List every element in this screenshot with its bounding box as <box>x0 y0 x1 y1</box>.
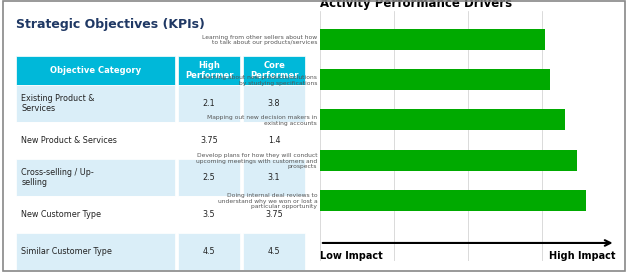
Bar <box>243 122 305 159</box>
Bar <box>178 233 240 270</box>
Bar <box>243 196 305 233</box>
Bar <box>16 196 175 233</box>
Bar <box>16 85 175 122</box>
Text: Strategic Objectives (KPIs): Strategic Objectives (KPIs) <box>16 18 204 31</box>
Text: New Product & Services: New Product & Services <box>21 136 117 145</box>
Text: 1.4: 1.4 <box>268 136 280 145</box>
Bar <box>16 233 175 270</box>
Text: 2.5: 2.5 <box>203 173 215 182</box>
Text: High
Performer: High Performer <box>185 61 234 80</box>
Bar <box>320 150 577 171</box>
Bar <box>320 109 565 130</box>
Text: 4.5: 4.5 <box>268 247 281 256</box>
Text: 3.8: 3.8 <box>268 99 280 108</box>
Bar <box>243 159 305 196</box>
Bar <box>178 122 240 159</box>
Text: 3.75: 3.75 <box>200 136 218 145</box>
Bar <box>320 190 586 211</box>
Text: High Impact: High Impact <box>549 251 615 261</box>
Bar <box>178 196 240 233</box>
Text: 3.1: 3.1 <box>268 173 280 182</box>
Bar <box>320 29 544 50</box>
Text: Cross-selling / Up-
selling: Cross-selling / Up- selling <box>21 168 94 187</box>
Bar <box>320 69 550 90</box>
Bar <box>178 85 240 122</box>
Bar <box>243 56 305 85</box>
Text: Activity Performance Drivers: Activity Performance Drivers <box>320 0 512 10</box>
Bar <box>16 122 175 159</box>
Bar <box>16 56 175 85</box>
Text: Existing Product &
Services: Existing Product & Services <box>21 94 95 113</box>
Bar <box>16 159 175 196</box>
Bar <box>178 56 240 85</box>
Text: Low Impact: Low Impact <box>320 251 382 261</box>
Text: 4.5: 4.5 <box>203 247 215 256</box>
Text: Core
Performer: Core Performer <box>250 61 298 80</box>
Text: 2.1: 2.1 <box>203 99 215 108</box>
Text: Objective Category: Objective Category <box>50 66 141 75</box>
Text: 3.75: 3.75 <box>265 210 283 219</box>
Bar <box>178 159 240 196</box>
Bar <box>243 85 305 122</box>
Text: 3.5: 3.5 <box>203 210 215 219</box>
Text: Similar Customer Type: Similar Customer Type <box>21 247 112 256</box>
Bar <box>243 233 305 270</box>
Text: New Customer Type: New Customer Type <box>21 210 102 219</box>
